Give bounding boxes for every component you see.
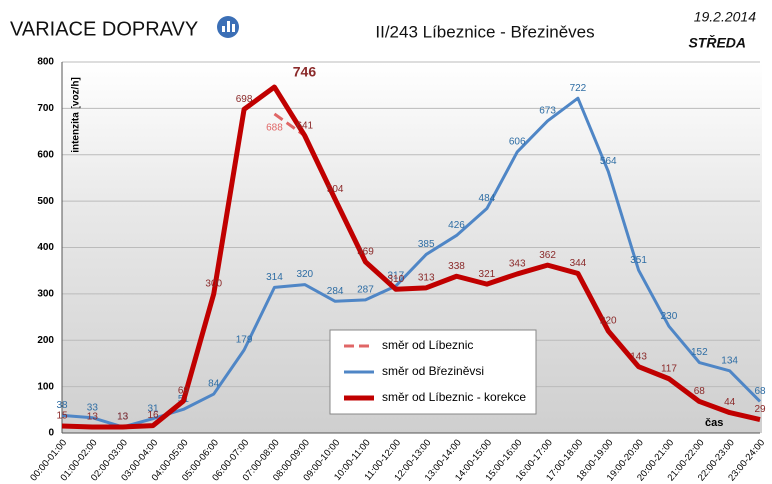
data-label: 287 xyxy=(357,285,374,296)
data-label: 68 xyxy=(754,386,766,397)
y-tick-label: 300 xyxy=(37,289,54,300)
data-label: 564 xyxy=(600,156,617,167)
y-tick-label: 100 xyxy=(37,381,54,392)
data-label: 13 xyxy=(117,412,129,423)
data-label: 385 xyxy=(418,239,435,250)
chart-title: VARIACE DOPRAVY xyxy=(10,18,198,40)
legend: směr od Líbeznic směr od Březiněvsi směr o… xyxy=(330,330,536,414)
data-label: 179 xyxy=(236,335,253,346)
data-label: 313 xyxy=(418,272,435,283)
data-label: 606 xyxy=(509,137,526,148)
y-tick-label: 0 xyxy=(48,428,54,439)
data-label: 338 xyxy=(448,261,465,272)
data-label: 504 xyxy=(327,184,344,195)
y-tick-label: 500 xyxy=(37,196,54,207)
data-label: 344 xyxy=(570,258,587,269)
legend-label: směr od Líbeznic - korekce xyxy=(382,390,526,404)
data-label: 44 xyxy=(724,397,736,408)
data-label: 15 xyxy=(56,411,68,422)
data-label: 220 xyxy=(600,316,617,327)
data-label: 284 xyxy=(327,286,344,297)
data-label: 230 xyxy=(661,311,678,322)
data-label: 134 xyxy=(721,355,738,366)
data-label: 484 xyxy=(479,193,496,204)
data-label: 16 xyxy=(147,410,159,421)
data-label: 29 xyxy=(754,404,766,415)
data-label: 69 xyxy=(178,386,190,397)
data-label: 722 xyxy=(570,83,587,94)
x-axis-label: čas xyxy=(705,417,723,429)
data-label: 673 xyxy=(539,106,556,117)
y-tick-label: 400 xyxy=(37,242,54,253)
data-label: 641 xyxy=(296,120,313,131)
y-axis-label: intenzita [voz/h] xyxy=(71,77,82,153)
legend-label: směr od Líbeznic xyxy=(382,338,473,352)
data-label: 746 xyxy=(293,64,317,80)
data-label: 369 xyxy=(357,247,374,258)
data-label: 38 xyxy=(56,400,68,411)
y-tick-label: 600 xyxy=(37,149,54,160)
data-label: 351 xyxy=(630,255,647,266)
data-label: 343 xyxy=(509,259,526,270)
data-label: 300 xyxy=(205,279,222,290)
title-icon xyxy=(217,16,239,38)
page: VARIACE DOPRAVY II/243 Líbeznice - Březi… xyxy=(0,0,772,484)
data-label: 152 xyxy=(691,347,708,358)
data-label: 698 xyxy=(236,94,253,105)
day: STŘEDA xyxy=(688,34,746,51)
chart: VARIACE DOPRAVY II/243 Líbeznice - Březi… xyxy=(0,0,772,484)
data-label: 117 xyxy=(661,363,677,374)
data-label: 321 xyxy=(479,269,496,280)
data-label: 84 xyxy=(208,379,220,390)
data-label: 362 xyxy=(539,250,556,261)
data-label: 13 xyxy=(87,412,99,423)
y-tick-label: 800 xyxy=(37,57,54,68)
data-label: 310 xyxy=(387,274,404,285)
y-tick-label: 200 xyxy=(37,335,54,346)
data-label: 320 xyxy=(296,269,313,280)
date: 19.2.2014 xyxy=(694,9,756,25)
data-label: 688 xyxy=(266,123,283,134)
legend-label: směr od Březiněvsi xyxy=(382,364,484,378)
chart-subtitle: II/243 Líbeznice - Březiněves xyxy=(375,22,594,41)
data-label: 314 xyxy=(266,272,283,283)
data-label: 426 xyxy=(448,220,465,231)
y-tick-label: 700 xyxy=(37,103,54,114)
data-label: 143 xyxy=(630,351,647,362)
data-label: 68 xyxy=(694,386,706,397)
